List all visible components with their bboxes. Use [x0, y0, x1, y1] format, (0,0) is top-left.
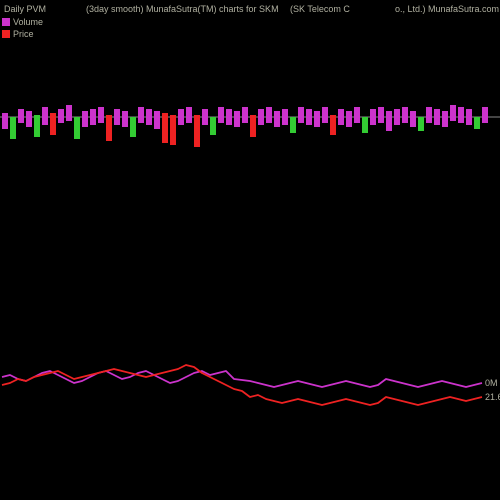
header-left: Daily PVM — [4, 4, 46, 14]
volume-end-label: 0M — [485, 378, 498, 388]
header-right: o., Ltd.) MunafaSutra.com — [395, 4, 499, 14]
lower-line-chart — [0, 335, 500, 445]
legend-price-label: Price — [13, 29, 34, 39]
header-mid2: (SK Telecom C — [290, 4, 350, 14]
legend-price-swatch — [2, 30, 10, 38]
price-end-label: 21.67 — [485, 392, 500, 402]
legend-volume-label: Volume — [13, 17, 43, 27]
chart-root: Daily PVM (3day smooth) MunafaSutra(TM) … — [0, 0, 500, 500]
header-mid1: (3day smooth) MunafaSutra(TM) charts for… — [86, 4, 279, 14]
upper-bar-chart — [0, 85, 500, 150]
legend-volume-swatch — [2, 18, 10, 26]
